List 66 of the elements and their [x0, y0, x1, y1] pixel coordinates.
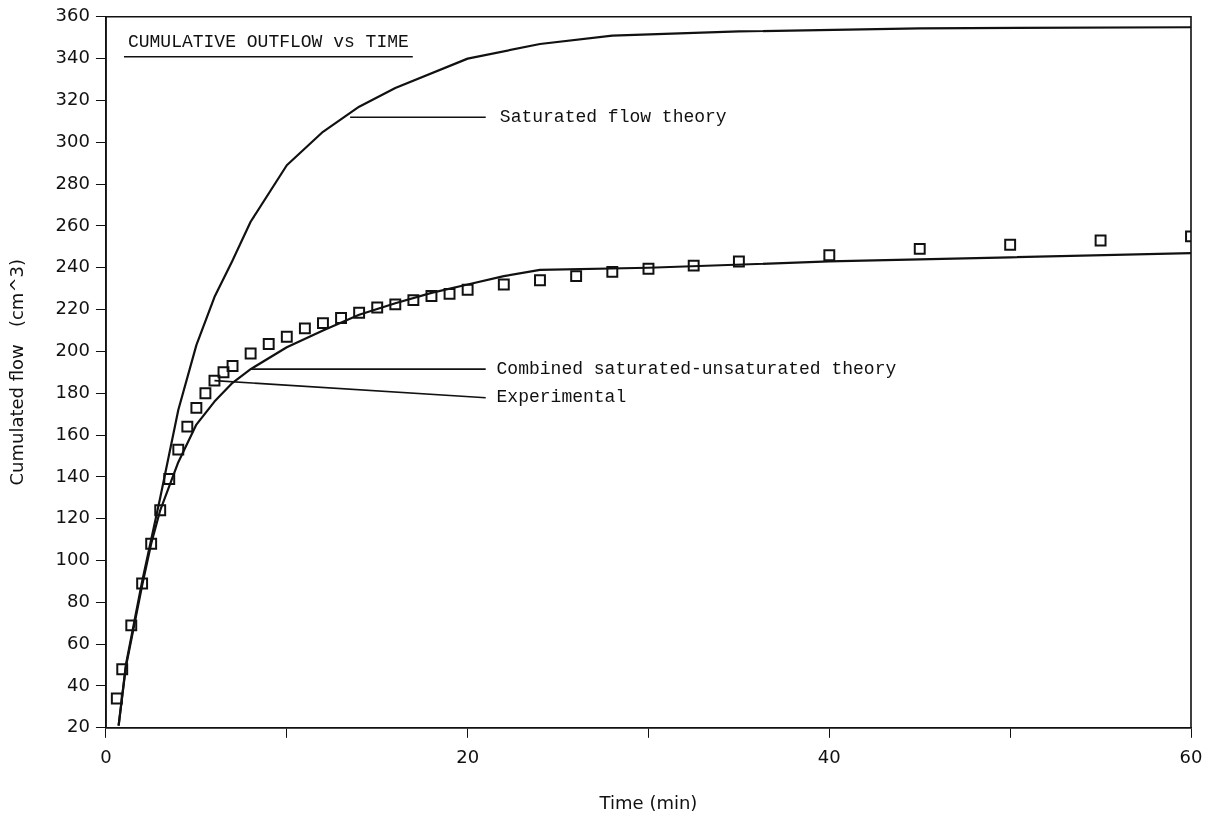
y-tick-label: 140: [55, 464, 90, 486]
y-tick-label: 180: [55, 380, 90, 402]
point: [317, 317, 329, 330]
point: [461, 283, 474, 296]
point: [163, 473, 176, 485]
point: [443, 287, 456, 300]
point: [606, 265, 619, 278]
y-tick-label: 320: [55, 88, 90, 110]
point: [534, 274, 546, 287]
annotation: Experimental: [496, 387, 627, 408]
x-tick-label: 40: [817, 746, 841, 768]
point: [1094, 234, 1107, 247]
y-axis-title: Cumulated flow (cm^3): [6, 259, 28, 486]
point: [687, 259, 700, 272]
y-tick-label: 100: [55, 548, 90, 570]
y-tick-label: 20: [67, 715, 90, 737]
point: [244, 347, 257, 360]
point: [298, 322, 311, 335]
point: [199, 387, 212, 400]
point: [181, 420, 194, 433]
annotation: Combined saturated-unsaturated theory: [496, 358, 897, 379]
point: [217, 366, 230, 379]
y-tick-label: 120: [55, 506, 90, 528]
annotation: Saturated flow theory: [499, 106, 727, 127]
y-tick-label: 280: [55, 171, 90, 193]
point: [110, 692, 123, 705]
y-tick-label: 60: [67, 631, 90, 653]
y-tick-label: 160: [55, 422, 90, 444]
point: [407, 294, 420, 307]
x-axis-title: Time (min): [598, 791, 698, 813]
y-tick-label: 260: [55, 213, 90, 235]
point: [136, 577, 149, 590]
y-tick-label: 80: [67, 590, 90, 611]
y-tick-label: 40: [67, 673, 90, 695]
point: [913, 242, 926, 255]
y-tick-label: 200: [55, 339, 90, 361]
point: [280, 330, 293, 343]
point: [145, 537, 158, 550]
x-tick-label: 20: [456, 746, 480, 768]
y-tick-label: 360: [55, 4, 90, 26]
point: [353, 306, 366, 319]
point: [497, 278, 510, 291]
point: [642, 262, 655, 275]
y-tick-label: 220: [55, 297, 90, 319]
point: [190, 401, 203, 414]
point: [823, 249, 836, 262]
point: [262, 338, 275, 351]
point: [154, 504, 167, 517]
point: [172, 443, 185, 456]
point: [732, 255, 745, 268]
x-tick-label: 60: [1179, 746, 1203, 768]
point: [125, 619, 138, 632]
text: CUMULATIVE OUTFLOW vs TIME: [127, 31, 409, 52]
y-tick-label: 240: [55, 255, 90, 277]
point: [1004, 238, 1017, 251]
point: [570, 270, 583, 283]
point: [389, 298, 402, 311]
point: [425, 290, 438, 302]
point: [208, 374, 221, 387]
y-tick-label: 340: [55, 46, 90, 68]
y-tick-label: 300: [55, 129, 90, 151]
point: [116, 663, 129, 676]
point: [335, 311, 347, 324]
point: [371, 301, 384, 314]
point: [226, 360, 239, 372]
x-tick-label: 0: [100, 746, 112, 768]
